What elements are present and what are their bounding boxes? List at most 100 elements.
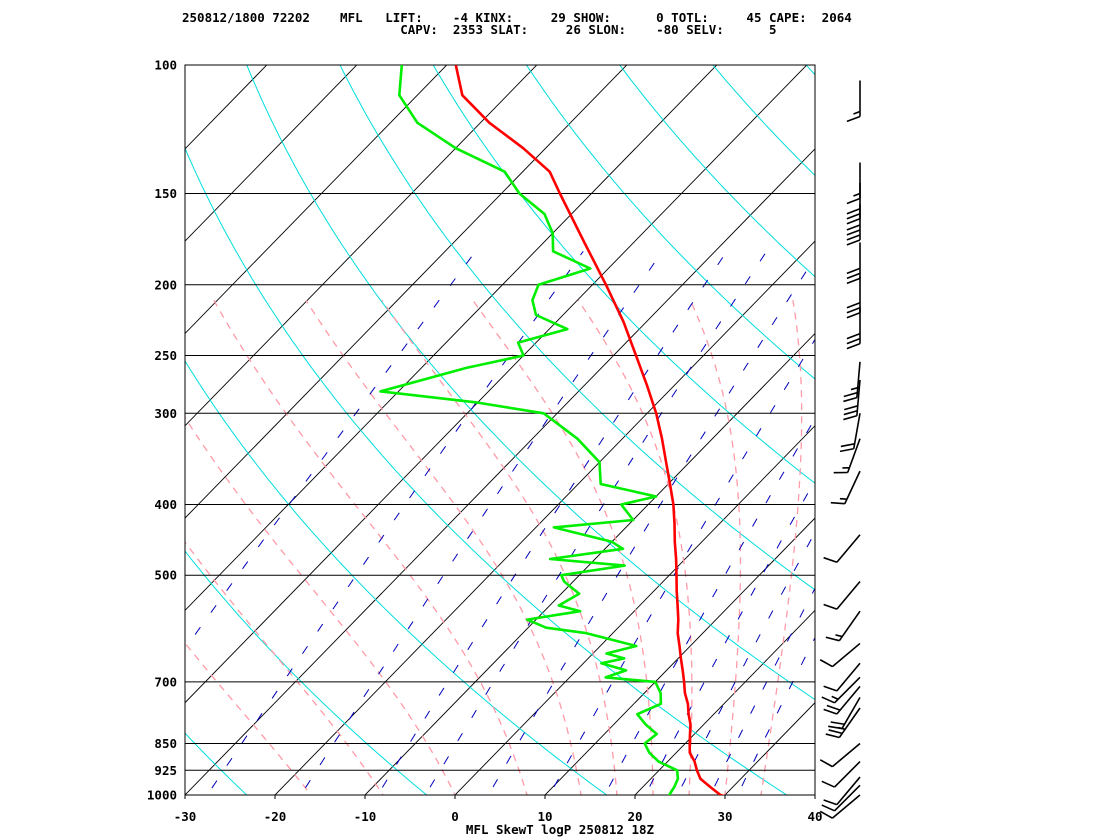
- wind-barb: [846, 162, 861, 205]
- dewpoint-line: [379, 65, 680, 795]
- barb-staff: [833, 761, 861, 788]
- barb-flag: [846, 218, 861, 225]
- barb-flag: [846, 208, 861, 215]
- barb-staff: [833, 784, 861, 812]
- wind-barb: [833, 438, 861, 474]
- barb-staff: [836, 685, 861, 715]
- barb-staff: [852, 413, 861, 449]
- wind-barb: [821, 784, 861, 812]
- dry-adiabat-line: [246, 65, 815, 701]
- wind-barb: [823, 685, 861, 715]
- moist-adiabat-line: [213, 299, 528, 795]
- isotherm-line: [724, 702, 815, 795]
- dry-adiabat-line: [975, 49, 1120, 811]
- moist-adiabat-line: [472, 299, 654, 795]
- moist-adiabat-line: [577, 299, 693, 795]
- isotherm-line: [185, 65, 628, 519]
- barb-flag: [843, 391, 858, 398]
- barb-flag: [843, 410, 858, 416]
- isotherm-line: [0, 49, 103, 811]
- barb-flag: [846, 277, 861, 285]
- pressure-tick-label: 1000: [147, 788, 177, 803]
- barb-staff: [856, 361, 861, 398]
- temperature-tick-label: 10: [537, 809, 552, 824]
- barb-flag: [846, 342, 861, 350]
- moist-adiabat-line: [760, 300, 803, 795]
- barb-flag: [846, 234, 861, 241]
- pressure-tick-label: 850: [154, 736, 177, 751]
- barb-flag: [839, 447, 854, 453]
- barb-flag: [846, 311, 861, 319]
- isotherm-line: [274, 240, 815, 795]
- barb-flag: [826, 704, 841, 711]
- barb-flag: [823, 708, 838, 715]
- dry-adiabat-line: [619, 65, 815, 278]
- barb-half-flag: [831, 695, 839, 701]
- barb-half-flag: [835, 634, 843, 638]
- pressure-tick-label: 100: [154, 58, 177, 73]
- moist-adiabat-line: [185, 540, 384, 795]
- wind-barb: [819, 642, 861, 668]
- barb-staff: [836, 581, 861, 610]
- barb-flag: [823, 603, 838, 610]
- barb-flag: [821, 696, 835, 704]
- isotherm-line: [185, 65, 808, 704]
- wind-barb: [846, 80, 861, 123]
- barb-flag: [843, 396, 858, 403]
- barb-flag: [825, 636, 840, 642]
- moist-adiabat-line: [305, 299, 582, 795]
- dry-adiabat-line: [432, 65, 815, 484]
- barb-flag: [828, 729, 843, 735]
- header-line-2: CAPV: 2353 SLAT: 26 SLON: -80 SELV: 5: [182, 22, 777, 37]
- barb-flag: [825, 733, 840, 739]
- barb-half-flag: [850, 386, 858, 391]
- wind-barb: [830, 470, 861, 505]
- mixing-ratio-line: [487, 256, 815, 795]
- moist-adiabat-line: [381, 299, 618, 795]
- barb-flag: [821, 804, 835, 812]
- isotherm-line: [185, 65, 358, 242]
- barb-staff: [836, 776, 861, 806]
- dry-adiabat-line: [185, 360, 608, 795]
- barb-flag: [840, 443, 855, 448]
- isotherm-line: [185, 65, 538, 427]
- background-lines: [0, 49, 1120, 811]
- isotherm-line: [185, 65, 268, 150]
- mixing-ratio-line: [604, 417, 815, 795]
- barb-flag: [846, 115, 861, 123]
- mixing-ratio-line: [709, 587, 815, 795]
- mixing-ratio-line: [377, 251, 728, 795]
- barb-staff: [846, 438, 861, 473]
- barb-flag: [819, 659, 833, 668]
- isotherm-line: [185, 65, 718, 612]
- wind-barb: [823, 581, 861, 610]
- barb-staff: [838, 610, 861, 642]
- wind-barb: [825, 610, 861, 642]
- barb-flag: [821, 780, 835, 788]
- barb-staff: [841, 696, 861, 729]
- wind-barb: [843, 379, 861, 421]
- temperature-tick-label: -20: [264, 809, 287, 824]
- barb-flag: [846, 272, 861, 280]
- isobars: [185, 64, 815, 796]
- chart-title: MFL SkewT logP 250812 18Z: [466, 822, 655, 837]
- profile-lines: [379, 65, 726, 795]
- isotherm-line: [454, 425, 815, 795]
- wind-barb: [823, 534, 861, 564]
- pressure-tick-labels: 100 150 200 250 300 400 500 700 850 925 1000: [147, 58, 177, 803]
- barb-flag: [823, 799, 838, 806]
- temperature-tick-label: -30: [174, 809, 197, 824]
- pressure-tick-label: 300: [154, 406, 177, 421]
- wind-barb: [823, 662, 861, 692]
- barb-staff: [836, 662, 861, 692]
- barb-staff: [831, 794, 861, 819]
- mixing-ratio-line: [737, 636, 815, 795]
- barb-staff: [831, 642, 861, 668]
- barb-flag: [830, 721, 845, 726]
- moist-adiabat-line: [689, 299, 742, 795]
- barb-half-flag: [839, 497, 847, 500]
- temperature-tick-label: 40: [807, 809, 822, 824]
- plot-frame: [184, 64, 816, 796]
- dry-adiabat-line: [185, 732, 248, 795]
